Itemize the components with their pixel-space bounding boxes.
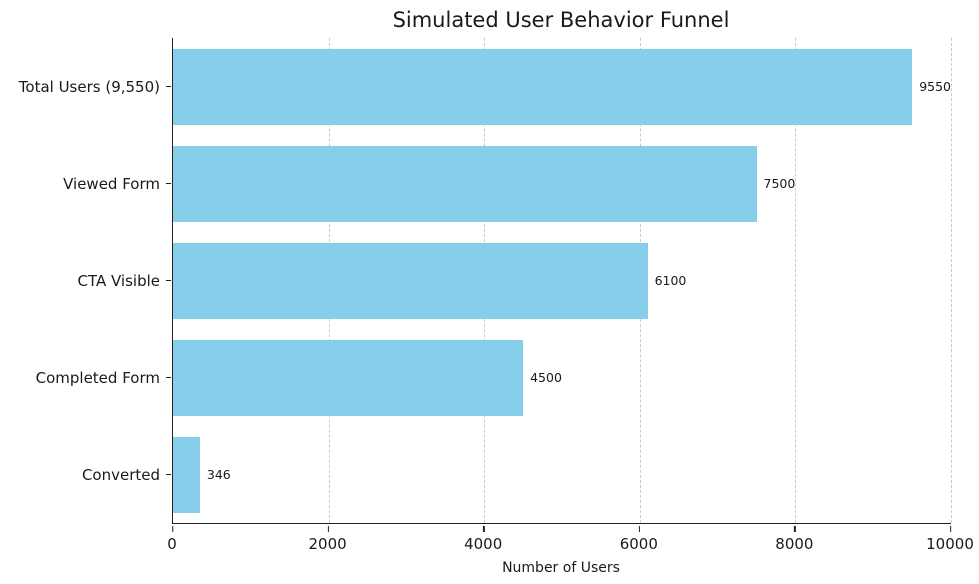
funnel-bar: [173, 339, 524, 416]
bar-row: Total Users (9,550) 9550: [19, 38, 951, 135]
bar-value-label: 9550: [919, 79, 951, 94]
bar-row: Viewed Form 7500: [63, 135, 951, 232]
x-tick-label: 8000: [775, 525, 814, 553]
x-tick-label: 10000: [926, 525, 974, 553]
x-tick-label: 4000: [464, 525, 503, 553]
bar-value-label: 6100: [654, 273, 687, 288]
bar-value-label: 4500: [530, 370, 562, 385]
x-axis-ticks: 0 2000 4000 6000 8000 10000: [167, 525, 974, 557]
bar-row: Completed Form 4500: [36, 329, 951, 426]
bar-row: CTA Visible 6100: [78, 232, 951, 329]
gridline: [951, 38, 952, 523]
y-axis-label: Total Users (9,550): [18, 77, 160, 96]
y-axis-label: CTA Visible: [77, 271, 161, 290]
bar-value-label: 7500: [763, 176, 796, 191]
funnel-bar: [173, 242, 648, 319]
y-axis-label: Converted: [81, 465, 160, 484]
bar-row: Converted 346: [82, 426, 951, 523]
funnel-bar: [173, 145, 757, 222]
x-tick-label: 6000: [619, 525, 658, 553]
chart-title: Simulated User Behavior Funnel: [392, 8, 730, 32]
bars-container: Total Users (9,550) 9550 Viewed Form 7500 CT…: [19, 38, 951, 523]
plot-area: Total Users (9,550) 9550 Viewed Form 7500 CT…: [19, 38, 952, 524]
funnel-bar: [173, 48, 913, 125]
x-tick-label: 2000: [308, 525, 347, 553]
x-axis-label: Number of Users: [502, 560, 620, 576]
y-axis-label: Viewed Form: [63, 174, 160, 193]
gridline: [795, 38, 797, 523]
x-tick-label: 0: [167, 525, 177, 553]
y-axis-label: Completed Form: [35, 368, 160, 387]
funnel-bar: [173, 436, 200, 513]
bar-value-label: 346: [206, 467, 231, 482]
